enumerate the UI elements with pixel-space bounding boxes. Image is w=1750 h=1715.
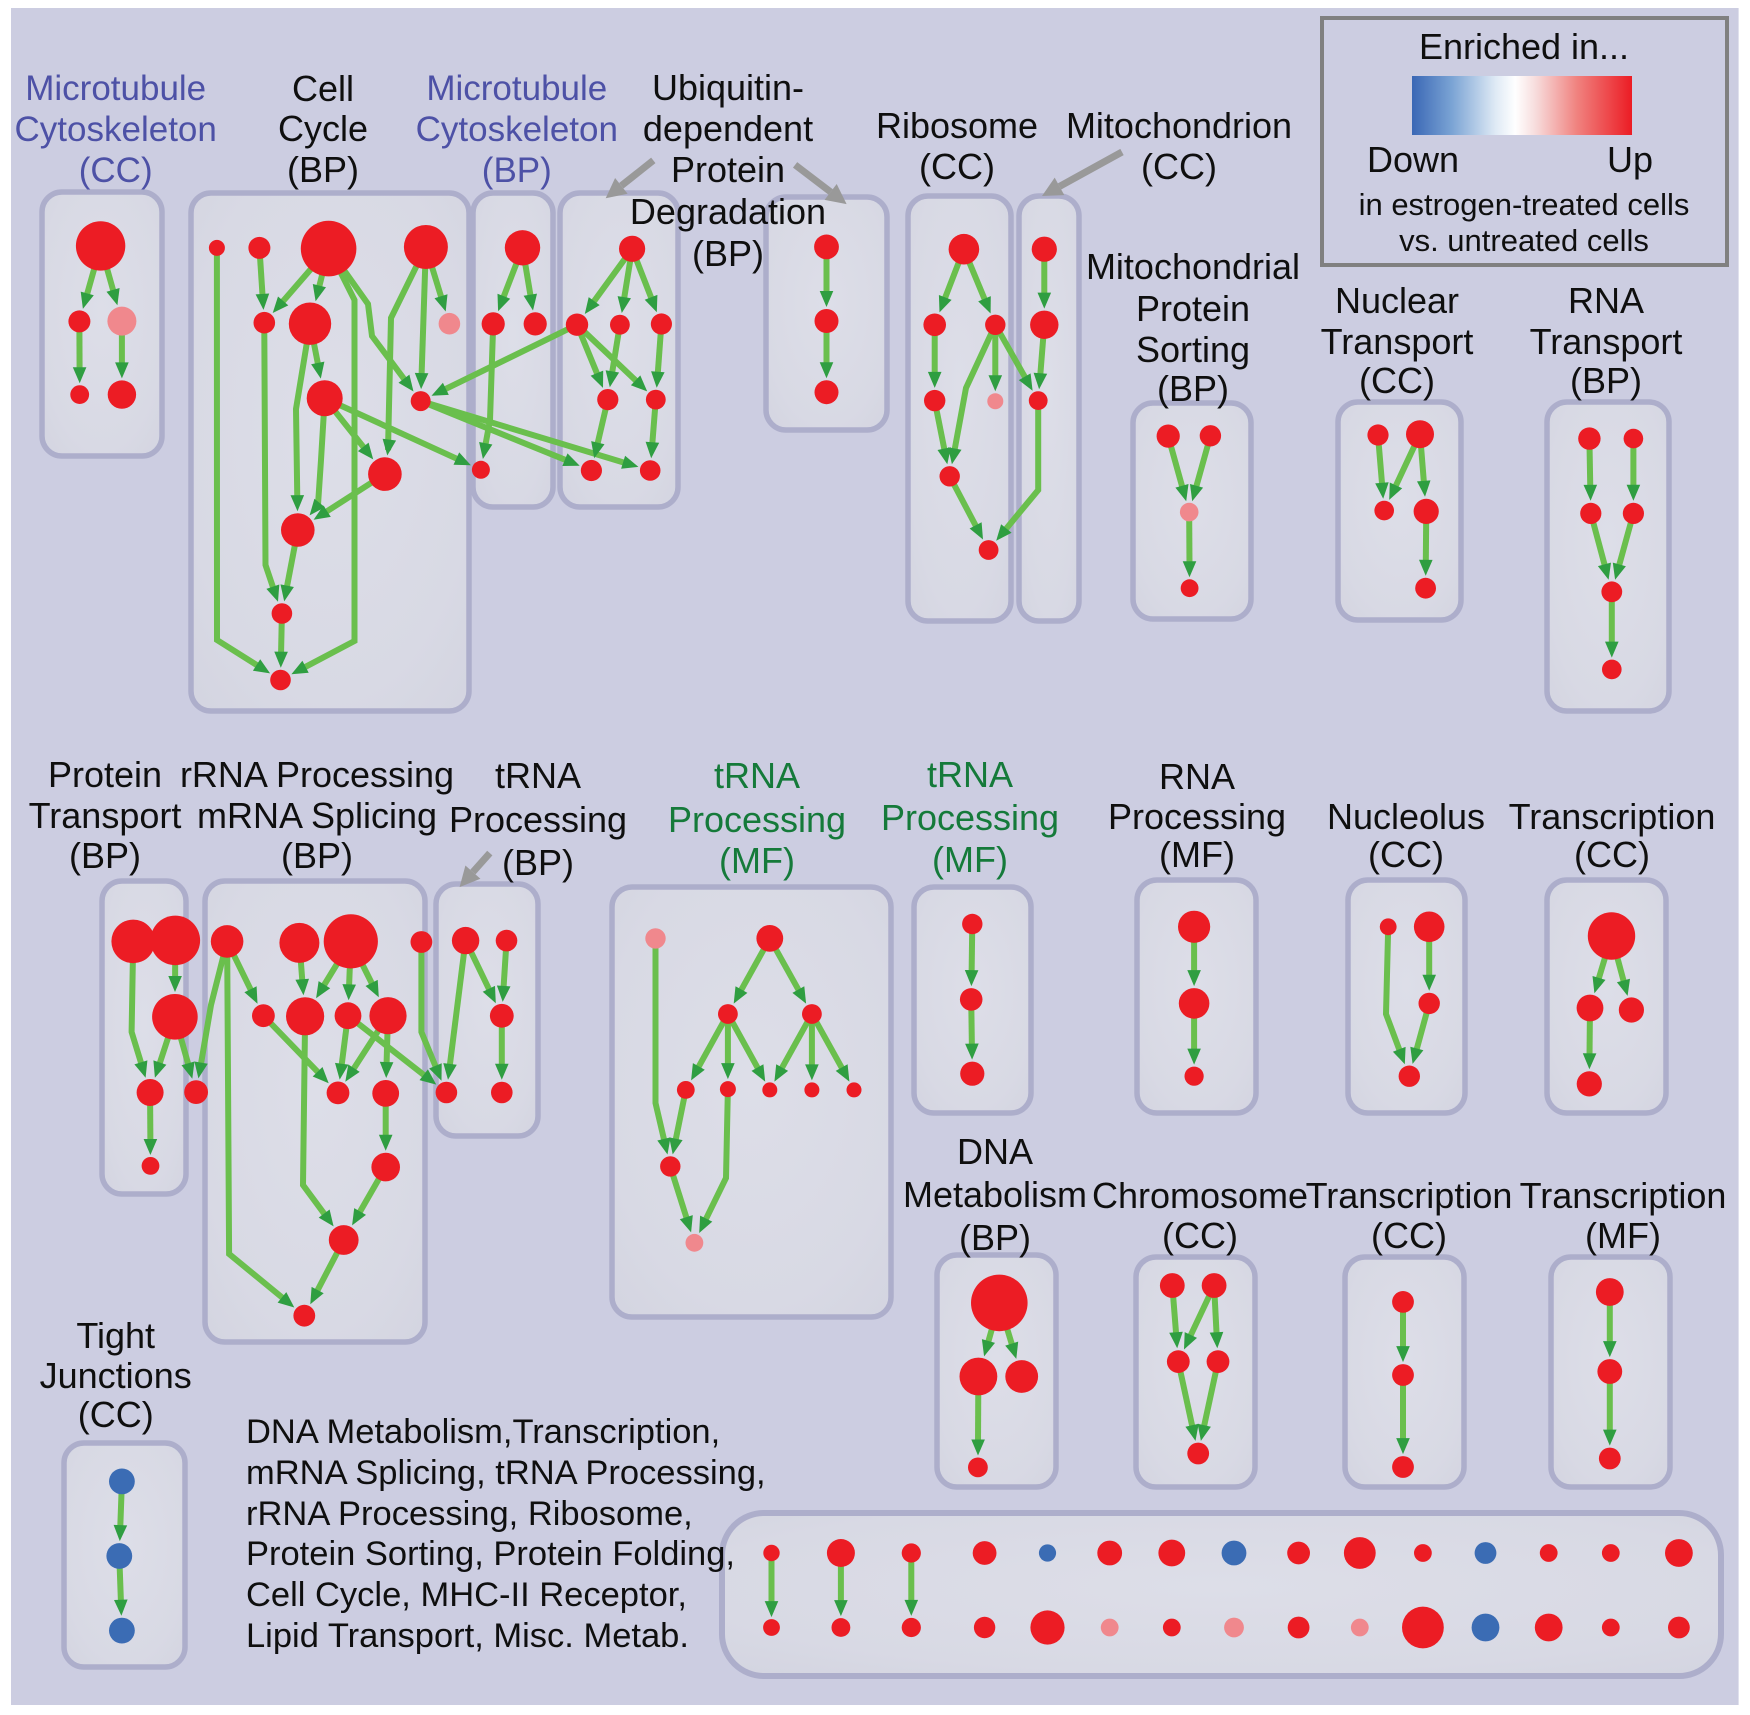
- svg-text:Transcription: Transcription: [1520, 1175, 1727, 1216]
- svg-text:(BP): (BP): [287, 149, 359, 190]
- svg-text:Metabolism: Metabolism: [903, 1174, 1087, 1215]
- svg-text:(BP): (BP): [1157, 368, 1229, 409]
- svg-text:(BP): (BP): [1570, 360, 1642, 401]
- svg-text:mRNA Splicing: mRNA Splicing: [197, 795, 437, 836]
- svg-text:Transport: Transport: [29, 795, 182, 836]
- svg-text:Processing: Processing: [1108, 796, 1286, 837]
- svg-text:Cell: Cell: [292, 68, 354, 109]
- svg-text:Processing: Processing: [668, 799, 846, 840]
- svg-text:DNA Metabolism,Transcription,: DNA Metabolism,Transcription,: [246, 1413, 720, 1451]
- svg-text:(CC): (CC): [1368, 834, 1444, 875]
- svg-text:Mitochondrial: Mitochondrial: [1086, 246, 1300, 287]
- svg-text:Protein: Protein: [1136, 288, 1250, 329]
- svg-text:Up: Up: [1607, 139, 1653, 180]
- svg-text:Transport: Transport: [1530, 321, 1683, 362]
- svg-text:(CC): (CC): [1141, 146, 1217, 187]
- svg-text:vs. untreated cells: vs. untreated cells: [1399, 223, 1649, 258]
- svg-text:Cell Cycle, MHC-II Receptor,: Cell Cycle, MHC-II Receptor,: [246, 1576, 687, 1614]
- svg-text:mRNA Splicing, tRNA Processing: mRNA Splicing, tRNA Processing,: [246, 1454, 766, 1492]
- svg-text:Tight: Tight: [76, 1315, 155, 1356]
- svg-text:rRNA Processing: rRNA Processing: [180, 754, 454, 795]
- svg-text:Transport: Transport: [1321, 321, 1474, 362]
- svg-text:(CC): (CC): [79, 151, 153, 190]
- svg-text:(BP): (BP): [692, 233, 764, 274]
- svg-text:Sorting: Sorting: [1136, 329, 1250, 370]
- svg-text:Protein: Protein: [48, 754, 162, 795]
- svg-text:(MF): (MF): [719, 840, 795, 881]
- svg-text:(CC): (CC): [1371, 1215, 1447, 1256]
- svg-text:(BP): (BP): [281, 835, 353, 876]
- svg-text:Ubiquitin-: Ubiquitin-: [652, 67, 804, 108]
- svg-text:Microtubule: Microtubule: [25, 69, 206, 108]
- svg-text:Mitochondrion: Mitochondrion: [1066, 105, 1292, 146]
- svg-text:DNA: DNA: [957, 1131, 1033, 1172]
- svg-text:(BP): (BP): [959, 1217, 1031, 1258]
- svg-text:Processing: Processing: [449, 799, 627, 840]
- svg-text:Junctions: Junctions: [40, 1355, 192, 1396]
- svg-text:(CC): (CC): [78, 1394, 154, 1435]
- svg-text:(MF): (MF): [1159, 834, 1235, 875]
- svg-text:Protein: Protein: [671, 149, 785, 190]
- svg-text:(BP): (BP): [502, 842, 574, 883]
- svg-text:dependent: dependent: [643, 108, 813, 149]
- svg-text:Ribosome: Ribosome: [876, 105, 1038, 146]
- svg-text:(CC): (CC): [1574, 834, 1650, 875]
- svg-text:Transcription: Transcription: [1306, 1175, 1513, 1216]
- svg-text:RNA: RNA: [1568, 280, 1644, 321]
- svg-text:Processing: Processing: [881, 797, 1059, 838]
- svg-text:Protein Sorting, Protein Foldi: Protein Sorting, Protein Folding,: [246, 1535, 735, 1573]
- svg-text:(CC): (CC): [1359, 360, 1435, 401]
- svg-text:rRNA Processing, Ribosome,: rRNA Processing, Ribosome,: [246, 1495, 693, 1533]
- svg-text:tRNA: tRNA: [927, 754, 1013, 795]
- svg-text:in estrogen-treated cells: in estrogen-treated cells: [1359, 187, 1690, 222]
- svg-text:tRNA: tRNA: [714, 755, 800, 796]
- svg-text:(BP): (BP): [482, 151, 552, 190]
- svg-text:Transcription: Transcription: [1509, 796, 1716, 837]
- svg-text:Chromosome: Chromosome: [1092, 1175, 1308, 1216]
- svg-text:(BP): (BP): [69, 835, 141, 876]
- svg-text:Nucleolus: Nucleolus: [1327, 796, 1485, 837]
- svg-text:Nuclear: Nuclear: [1335, 280, 1459, 321]
- svg-text:Cycle: Cycle: [278, 108, 368, 149]
- svg-text:Cytoskeleton: Cytoskeleton: [416, 110, 618, 149]
- svg-text:tRNA: tRNA: [495, 755, 581, 796]
- svg-text:Down: Down: [1367, 139, 1459, 180]
- svg-text:(MF): (MF): [1585, 1215, 1661, 1256]
- svg-text:Microtubule: Microtubule: [426, 69, 607, 108]
- svg-text:(CC): (CC): [1162, 1215, 1238, 1256]
- svg-text:Degradation: Degradation: [630, 191, 826, 232]
- svg-text:Enriched in...: Enriched in...: [1419, 26, 1629, 67]
- svg-text:(MF): (MF): [932, 839, 1008, 880]
- svg-text:Lipid Transport, Misc. Metab.: Lipid Transport, Misc. Metab.: [246, 1617, 689, 1655]
- svg-text:(CC): (CC): [919, 146, 995, 187]
- svg-text:RNA: RNA: [1159, 756, 1235, 797]
- svg-text:Cytoskeleton: Cytoskeleton: [15, 110, 217, 149]
